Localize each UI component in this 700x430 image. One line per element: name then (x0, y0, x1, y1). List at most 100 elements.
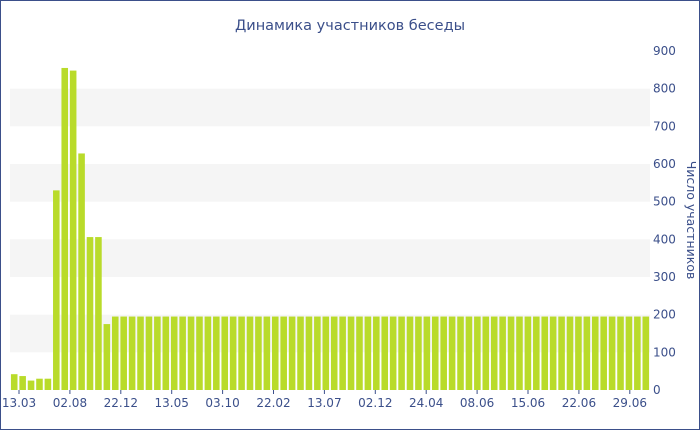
bar[interactable] (465, 316, 473, 390)
y-tick-label: 100 (653, 345, 676, 359)
bar[interactable] (111, 316, 119, 390)
y-axis-ticks: 0 100 200 300 400 500 600 700 800 900 (653, 44, 676, 397)
bar[interactable] (474, 316, 481, 390)
bar[interactable] (53, 190, 60, 390)
y-tick-label: 900 (653, 44, 676, 58)
bar[interactable] (263, 316, 271, 390)
bar[interactable] (583, 316, 591, 390)
chart-title: Динамика участников беседы (235, 18, 465, 34)
bar[interactable] (288, 316, 296, 390)
bar[interactable] (516, 316, 523, 390)
bar[interactable] (507, 316, 515, 390)
bar[interactable] (246, 316, 254, 390)
bar[interactable] (154, 316, 161, 390)
bar[interactable] (634, 316, 641, 390)
bar[interactable] (591, 316, 599, 390)
bar[interactable] (322, 316, 330, 390)
bar[interactable] (423, 316, 431, 390)
bar[interactable] (558, 316, 565, 390)
bar[interactable] (297, 316, 304, 390)
bar[interactable] (457, 316, 464, 390)
bar[interactable] (27, 380, 35, 390)
bar[interactable] (625, 316, 633, 390)
bar[interactable] (187, 316, 195, 390)
bar[interactable] (229, 316, 237, 390)
bar[interactable] (431, 316, 439, 390)
bar[interactable] (406, 316, 414, 390)
bar[interactable] (280, 316, 287, 390)
bar[interactable] (642, 316, 650, 390)
grid-band (10, 239, 650, 277)
bar[interactable] (566, 316, 574, 390)
bar[interactable] (482, 316, 490, 390)
bar[interactable] (44, 378, 52, 390)
bar[interactable] (86, 237, 94, 390)
bar[interactable] (373, 316, 380, 390)
bar[interactable] (120, 316, 127, 390)
y-tick-label: 400 (653, 232, 676, 246)
bar[interactable] (314, 316, 321, 390)
x-tick-label: 29.06 (613, 396, 647, 410)
bar[interactable] (170, 316, 178, 390)
bar[interactable] (533, 316, 540, 390)
bar[interactable] (608, 316, 616, 390)
bar[interactable] (389, 316, 397, 390)
y-tick-label: 700 (653, 119, 676, 133)
x-tick-label: 08.06 (460, 396, 494, 410)
grid-band (10, 164, 650, 202)
bar[interactable] (69, 70, 77, 390)
bar[interactable] (238, 316, 245, 390)
bar[interactable] (61, 67, 69, 390)
bar[interactable] (179, 316, 186, 390)
bar[interactable] (549, 316, 557, 390)
bar[interactable] (398, 316, 405, 390)
grid-band (10, 88, 650, 127)
bar[interactable] (364, 316, 372, 390)
bar[interactable] (10, 374, 18, 390)
bar[interactable] (347, 316, 355, 390)
bar[interactable] (19, 376, 26, 390)
bar[interactable] (330, 316, 338, 390)
bar[interactable] (617, 316, 624, 390)
bar[interactable] (415, 316, 422, 390)
bar[interactable] (356, 316, 363, 390)
bar[interactable] (575, 316, 582, 390)
x-tick-label: 13.07 (307, 396, 341, 410)
bar[interactable] (255, 316, 262, 390)
bar[interactable] (204, 316, 212, 390)
bar[interactable] (95, 237, 102, 390)
bar[interactable] (440, 316, 447, 390)
y-tick-label: 500 (653, 195, 676, 209)
y-tick-label: 200 (653, 308, 676, 322)
x-tick-label: 02.12 (358, 396, 392, 410)
bar[interactable] (145, 316, 153, 390)
bar[interactable] (162, 316, 170, 390)
bar[interactable] (103, 324, 111, 390)
bar[interactable] (78, 153, 85, 390)
bar[interactable] (271, 316, 279, 390)
bar[interactable] (137, 316, 144, 390)
x-tick-label: 22.12 (104, 396, 138, 410)
y-tick-label: 0 (653, 383, 661, 397)
bar[interactable] (213, 316, 220, 390)
bar[interactable] (305, 316, 313, 390)
bar[interactable] (339, 316, 346, 390)
y-tick-label: 300 (653, 270, 676, 284)
x-tick-label: 22.02 (256, 396, 290, 410)
bar[interactable] (36, 378, 43, 390)
y-tick-label: 600 (653, 157, 676, 171)
bar[interactable] (490, 316, 498, 390)
x-tick-label: 02.08 (53, 396, 87, 410)
bar[interactable] (196, 316, 203, 390)
bar[interactable] (524, 316, 532, 390)
bar[interactable] (381, 316, 389, 390)
bar[interactable] (221, 316, 229, 390)
bar[interactable] (541, 316, 549, 390)
bar[interactable] (448, 316, 456, 390)
x-tick-label: 24.04 (409, 396, 443, 410)
bar[interactable] (128, 316, 136, 390)
bar[interactable] (600, 316, 607, 390)
grid-bands (10, 88, 650, 353)
bar[interactable] (499, 316, 506, 390)
